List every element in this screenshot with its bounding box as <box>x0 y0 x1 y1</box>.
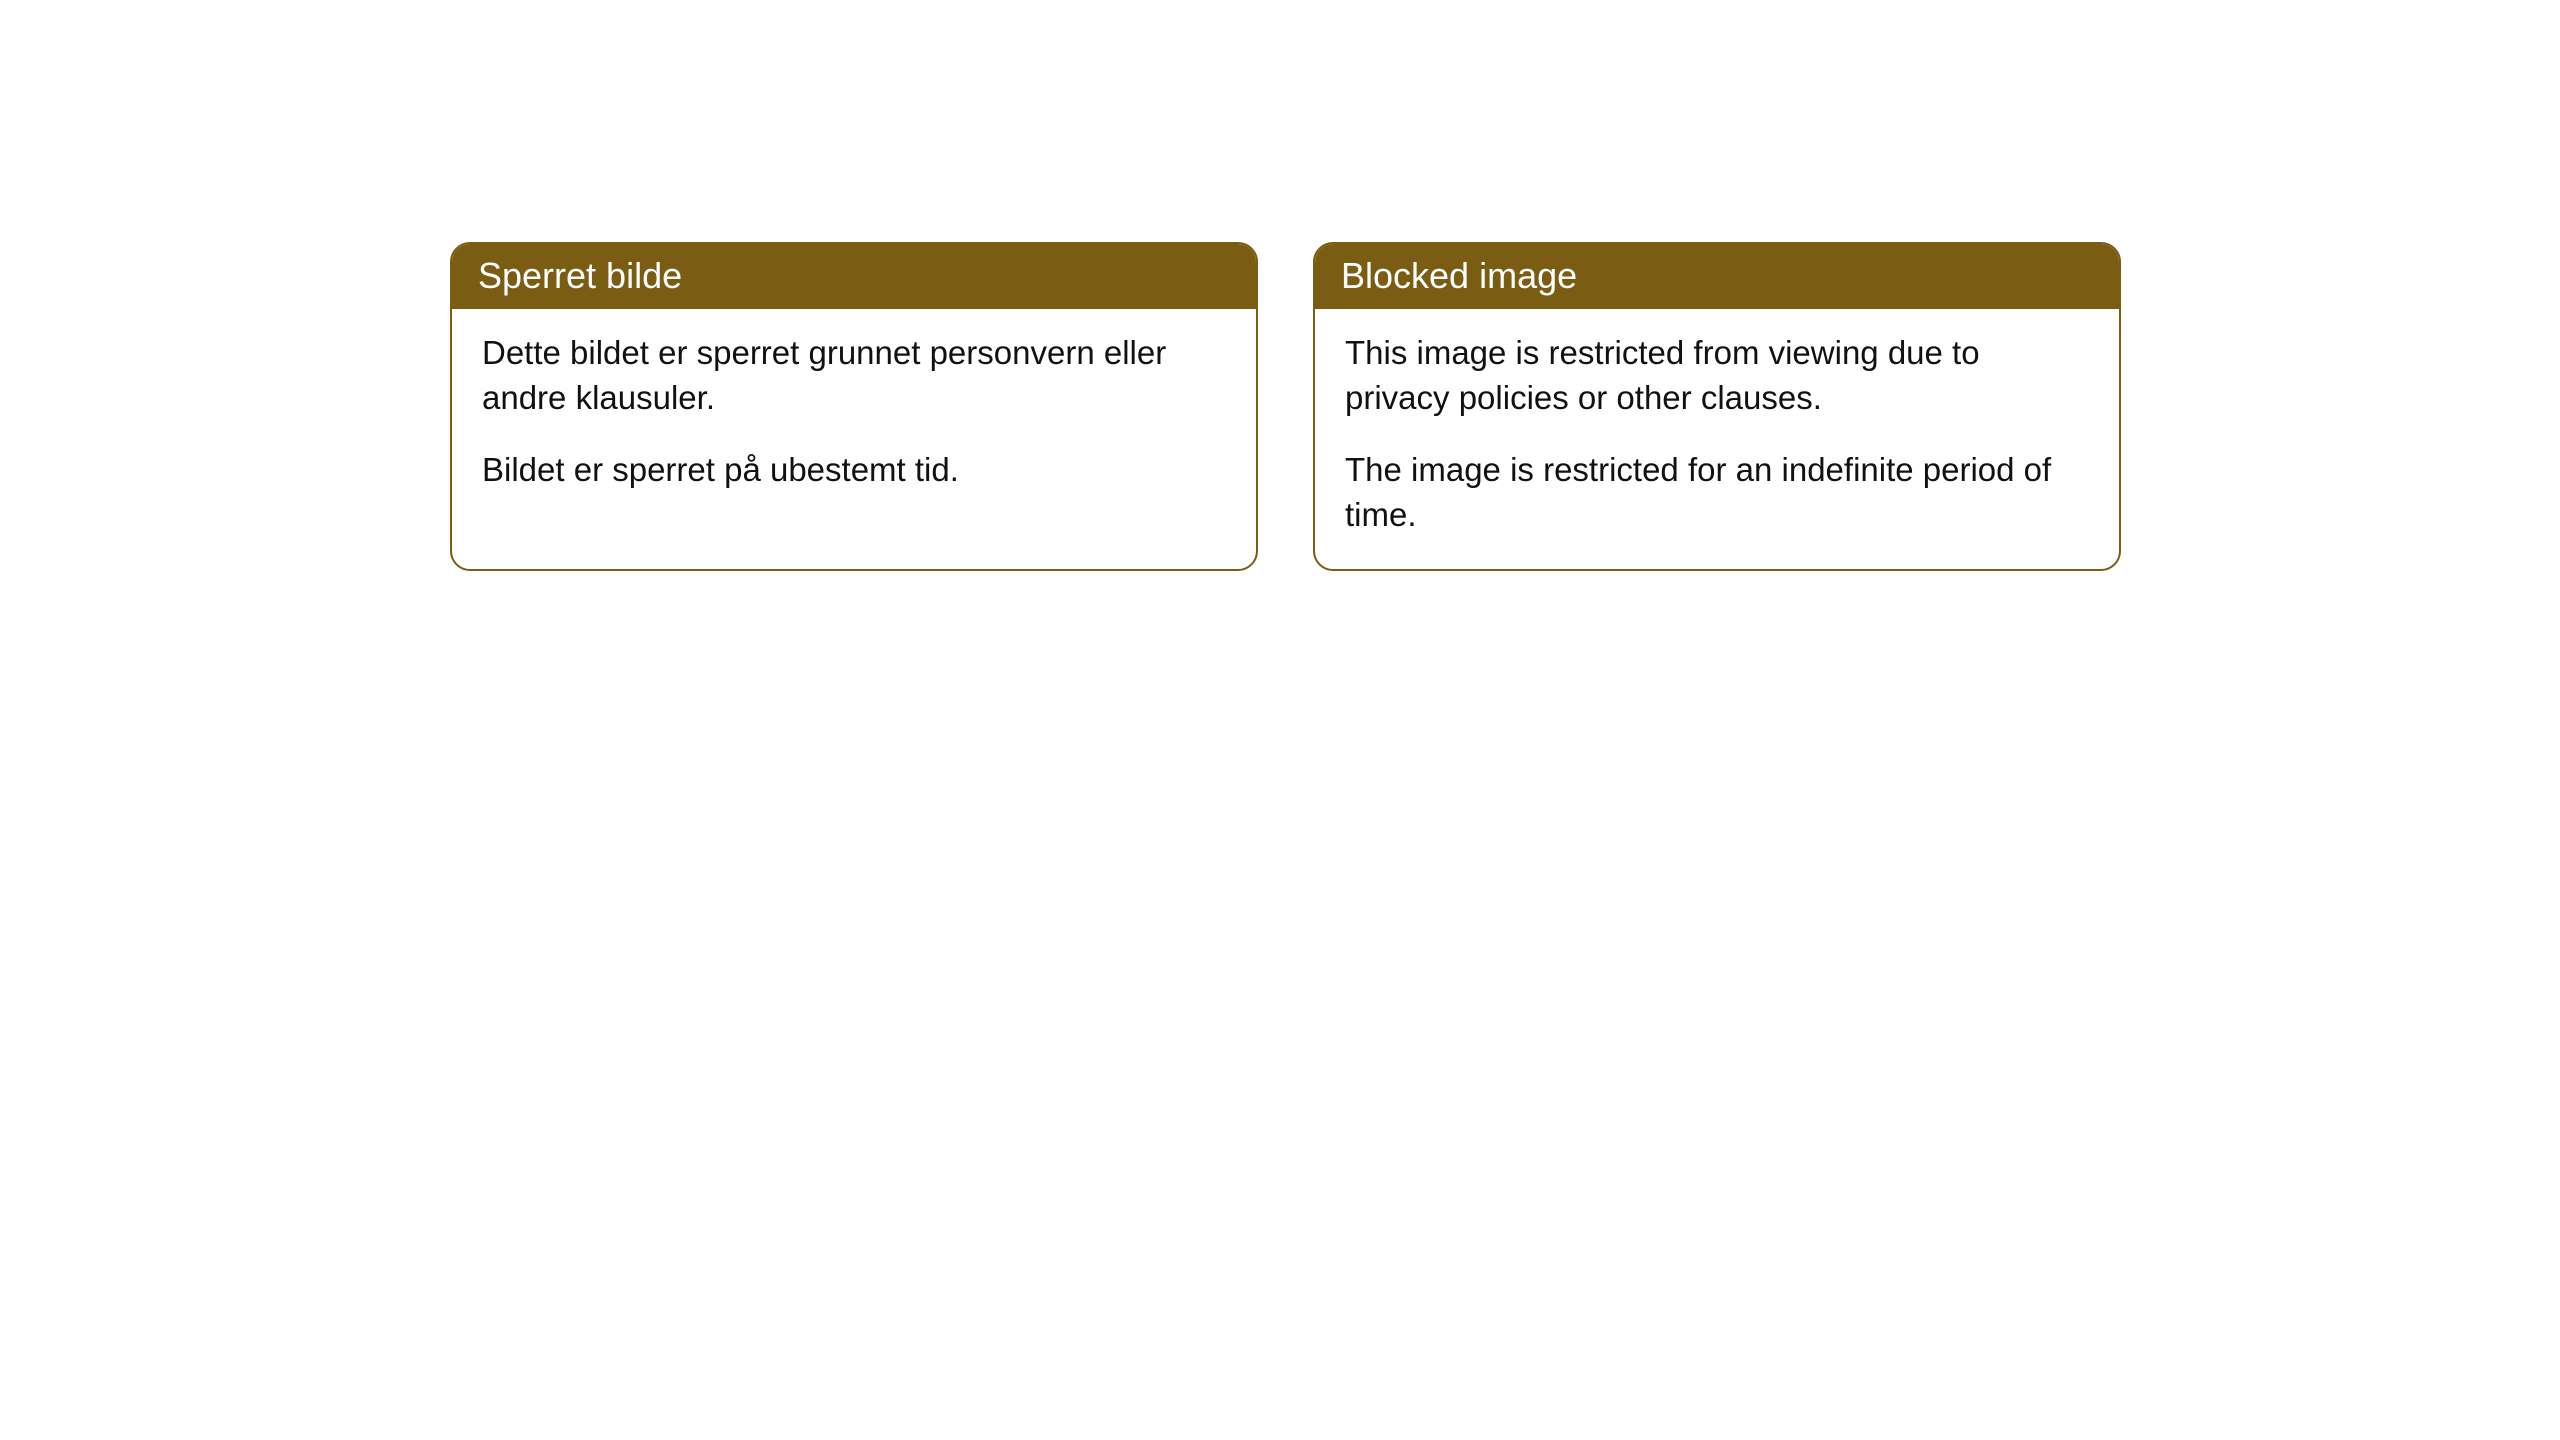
card-paragraph: The image is restricted for an indefinit… <box>1345 448 2089 537</box>
card-paragraph: This image is restricted from viewing du… <box>1345 331 2089 420</box>
cards-container: Sperret bilde Dette bildet er sperret gr… <box>0 0 2560 571</box>
card-body: Dette bildet er sperret grunnet personve… <box>452 309 1256 525</box>
card-header: Blocked image <box>1315 244 2119 309</box>
card-paragraph: Bildet er sperret på ubestemt tid. <box>482 448 1226 493</box>
card-header: Sperret bilde <box>452 244 1256 309</box>
card-paragraph: Dette bildet er sperret grunnet personve… <box>482 331 1226 420</box>
blocked-image-card-english: Blocked image This image is restricted f… <box>1313 242 2121 571</box>
card-body: This image is restricted from viewing du… <box>1315 309 2119 569</box>
blocked-image-card-norwegian: Sperret bilde Dette bildet er sperret gr… <box>450 242 1258 571</box>
